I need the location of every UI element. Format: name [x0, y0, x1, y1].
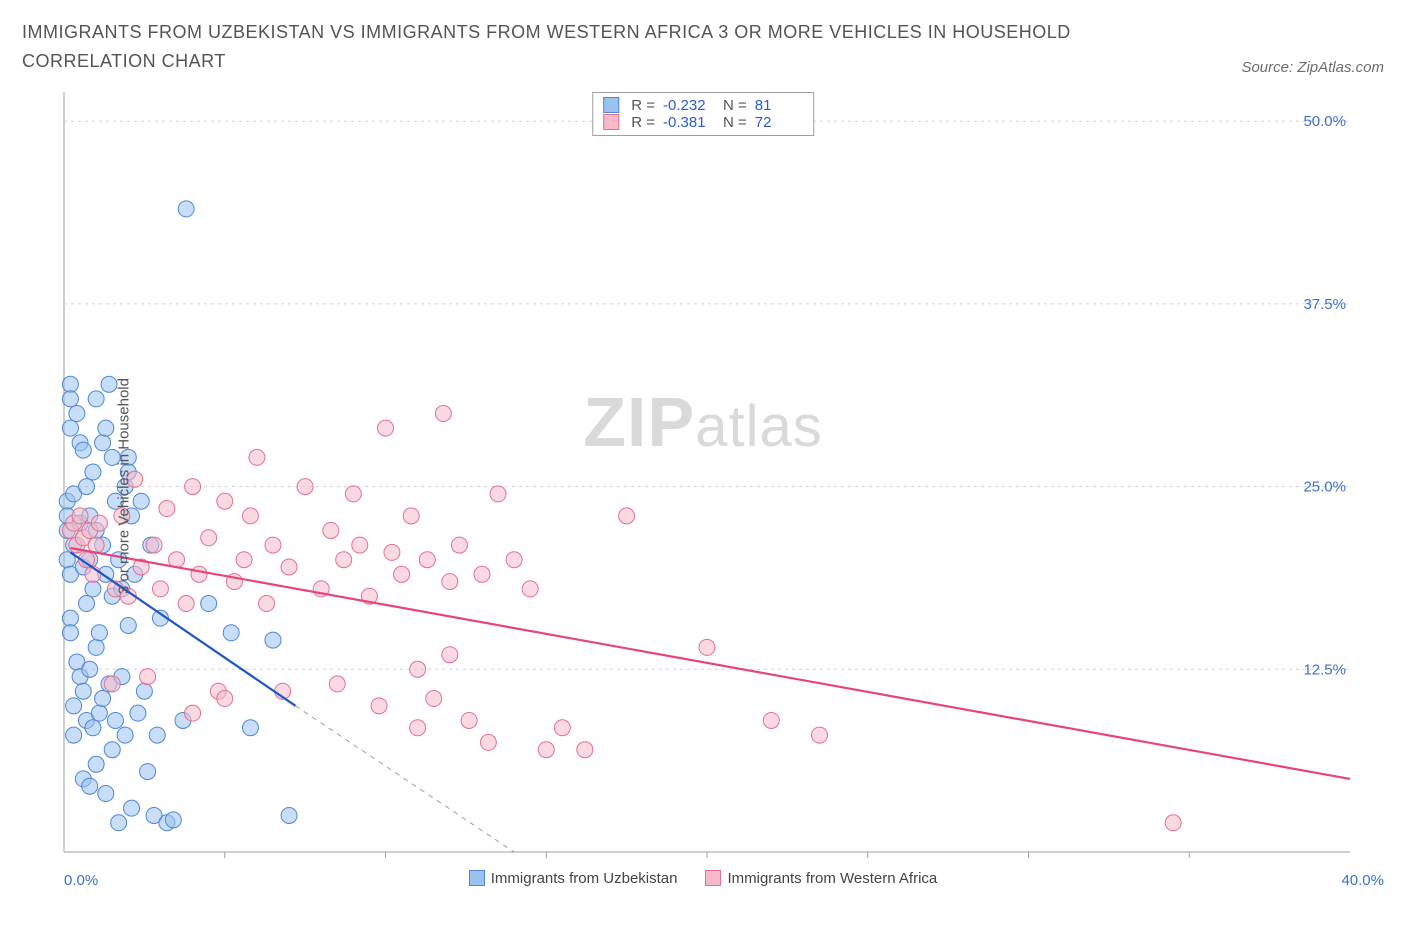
scatter-chart: 12.5% 25.0% 37.5% 50.0%: [22, 86, 1352, 876]
n-value-uzbekistan: 81: [755, 97, 803, 114]
svg-text:25.0%: 25.0%: [1303, 478, 1346, 495]
y-axis-label: 3 or more Vehicles in Household: [115, 378, 132, 594]
svg-text:37.5%: 37.5%: [1303, 296, 1346, 313]
chart-container: 3 or more Vehicles in Household 12.5% 25.…: [22, 86, 1384, 887]
legend-swatch-uzbekistan: [469, 870, 485, 886]
x-tick-min: 0.0%: [64, 872, 98, 889]
r-label: R =: [631, 114, 655, 131]
n-value-western-africa: 72: [755, 114, 803, 131]
source-attribution: Source: ZipAtlas.com: [1241, 59, 1384, 76]
legend-label-western-africa: Immigrants from Western Africa: [727, 870, 937, 887]
chart-title: IMMIGRANTS FROM UZBEKISTAN VS IMMIGRANTS…: [22, 18, 1122, 76]
legend-item-uzbekistan: Immigrants from Uzbekistan: [469, 870, 678, 887]
stats-row-uzbekistan: R = -0.232 N = 81: [603, 97, 803, 114]
legend-label-uzbekistan: Immigrants from Uzbekistan: [491, 870, 678, 887]
chart-header: IMMIGRANTS FROM UZBEKISTAN VS IMMIGRANTS…: [22, 18, 1384, 76]
stats-row-western-africa: R = -0.381 N = 72: [603, 114, 803, 131]
svg-text:12.5%: 12.5%: [1303, 661, 1346, 678]
r-value-uzbekistan: -0.232: [663, 97, 711, 114]
bottom-legend: Immigrants from Uzbekistan Immigrants fr…: [22, 870, 1384, 887]
stats-legend-box: R = -0.232 N = 81 R = -0.381 N = 72: [592, 92, 814, 136]
legend-item-western-africa: Immigrants from Western Africa: [705, 870, 937, 887]
svg-text:50.0%: 50.0%: [1303, 113, 1346, 130]
swatch-uzbekistan: [603, 97, 619, 113]
r-value-western-africa: -0.381: [663, 114, 711, 131]
x-tick-max: 40.0%: [1341, 872, 1384, 889]
n-label: N =: [723, 114, 747, 131]
swatch-western-africa: [603, 114, 619, 130]
legend-swatch-western-africa: [705, 870, 721, 886]
n-label: N =: [723, 97, 747, 114]
r-label: R =: [631, 97, 655, 114]
